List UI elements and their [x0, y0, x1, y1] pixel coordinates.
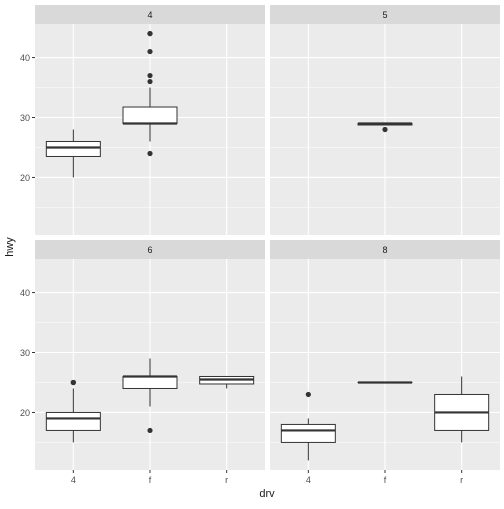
- outlier-point: [147, 31, 152, 36]
- x-tick-label: r: [225, 475, 228, 485]
- facet-panel-5: 5: [270, 5, 500, 235]
- y-tick-label: 30: [20, 113, 30, 123]
- box-body: [123, 107, 177, 123]
- box-body: [46, 412, 100, 430]
- facet-strip-label: 8: [382, 245, 387, 255]
- outlier-point: [147, 151, 152, 156]
- x-tick-label: 4: [306, 475, 311, 485]
- outlier-point: [147, 79, 152, 84]
- x-tick-label: 4: [71, 475, 76, 485]
- facet-panel-8: 8 4 f r: [270, 240, 500, 485]
- outlier-point: [147, 428, 152, 433]
- box-body: [281, 424, 335, 442]
- box-body: [46, 141, 100, 156]
- outlier-point: [147, 73, 152, 78]
- facet-strip-label: 6: [147, 245, 152, 255]
- y-axis-title: hwy: [4, 237, 16, 257]
- outlier-point: [382, 127, 387, 132]
- y-tick-label: 30: [20, 348, 30, 358]
- outlier-point: [71, 380, 76, 385]
- facet-panel-6: 6 20 30 40 4 f r: [20, 240, 265, 485]
- y-tick-label: 20: [20, 408, 30, 418]
- x-tick-label: f: [384, 475, 387, 485]
- outlier-point: [306, 392, 311, 397]
- x-tick-label: f: [149, 475, 152, 485]
- x-tick-label: r: [460, 475, 463, 485]
- outlier-point: [147, 49, 152, 54]
- x-axis-title: drv: [259, 488, 275, 500]
- y-tick-label: 40: [20, 288, 30, 298]
- box-body: [123, 376, 177, 388]
- facet-panel-4: 4 20 30 40: [20, 5, 265, 235]
- y-tick-label: 40: [20, 53, 30, 63]
- y-tick-label: 20: [20, 173, 30, 183]
- facet-strip-label: 4: [147, 10, 152, 20]
- facet-strip-label: 5: [382, 10, 387, 20]
